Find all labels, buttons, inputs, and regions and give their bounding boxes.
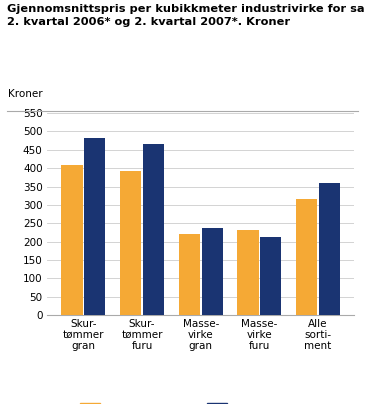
Bar <box>143 143 164 315</box>
Text: Gjennomsnittspris per kubikkmeter industrivirke for salg.
2. kvartal 2006* og 2.: Gjennomsnittspris per kubikkmeter indust… <box>7 4 365 27</box>
Bar <box>201 228 223 315</box>
Bar <box>84 138 105 315</box>
Bar <box>296 200 317 315</box>
Bar <box>319 183 340 315</box>
Text: Kroner: Kroner <box>8 89 42 99</box>
Bar <box>61 164 82 315</box>
Bar <box>179 234 200 315</box>
Bar <box>120 171 141 315</box>
Bar <box>237 229 258 315</box>
Legend: 2. kvartal 2006, 2. kvartal 2007: 2. kvartal 2006, 2. kvartal 2007 <box>80 403 321 404</box>
Bar <box>260 237 281 315</box>
